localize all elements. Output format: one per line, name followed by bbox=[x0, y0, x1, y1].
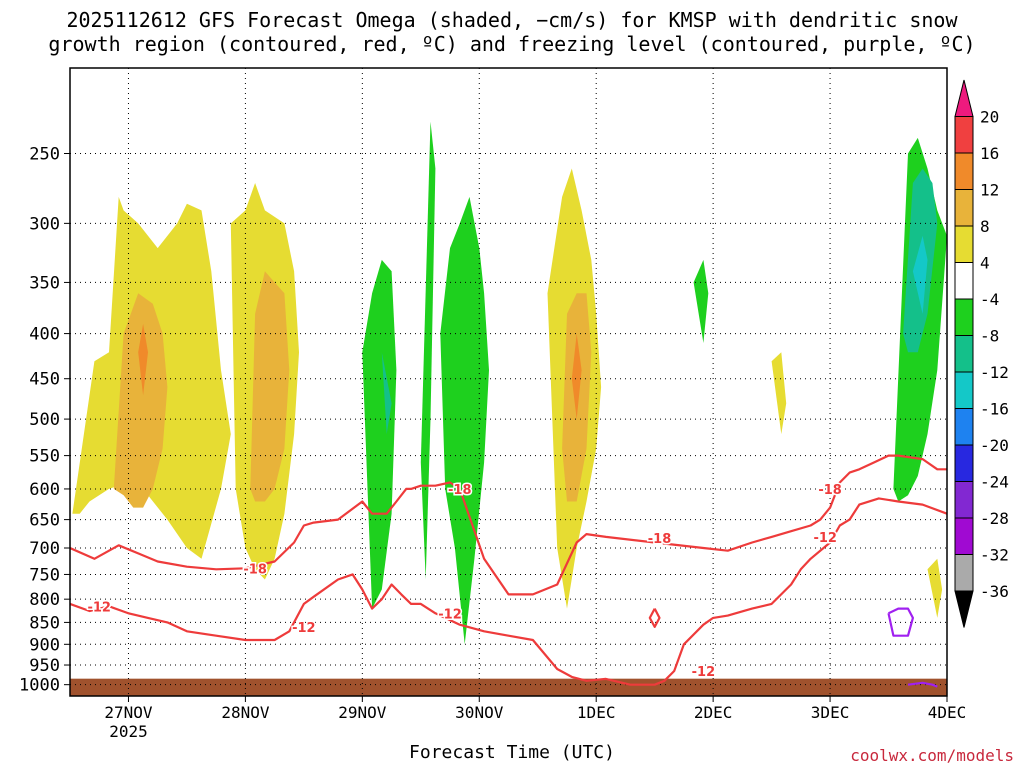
dgz-contour-line bbox=[648, 608, 661, 629]
x-tick-label: 2DEC bbox=[694, 703, 733, 722]
colorbar-bin bbox=[954, 189, 974, 227]
credit-text: coolwx.com/models bbox=[850, 746, 1014, 765]
omega-shaded-region bbox=[927, 558, 943, 618]
colorbar: 20 16 12 8 4 -4 -8 -12 -16 -20 -24 -28 -32 -36 bbox=[954, 79, 1009, 628]
y-tick-label: 700 bbox=[29, 539, 60, 559]
omega-shaded-region bbox=[571, 333, 582, 420]
colorbar-bin bbox=[954, 554, 974, 592]
plot-area: -18 -18 -18 -18 -12 -12 -12 -12 -12 250 300 350 400 4… bbox=[19, 67, 967, 741]
colorbar-bin bbox=[954, 298, 974, 336]
omega-shaded-region bbox=[113, 293, 168, 508]
colorbar-bin bbox=[954, 371, 974, 409]
colorbar-tick-label: -8 bbox=[980, 327, 999, 346]
ground-surface bbox=[70, 678, 947, 696]
y-tick-label: 550 bbox=[29, 447, 60, 467]
colorbar-tick-label: 12 bbox=[980, 181, 999, 200]
colorbar-bin bbox=[954, 481, 974, 519]
contour-label: -12 bbox=[692, 665, 716, 680]
chart-title-line-1: 2025112612 GFS Forecast Omega (shaded, −… bbox=[66, 8, 958, 32]
colorbar-tick-label: -36 bbox=[980, 582, 1009, 601]
colorbar-tick-label: -12 bbox=[980, 363, 1009, 382]
colorbar-tick-label: -20 bbox=[980, 436, 1009, 455]
colorbar-bin bbox=[954, 335, 974, 373]
y-tick-label: 850 bbox=[29, 613, 60, 633]
y-tick-label: 350 bbox=[29, 273, 60, 293]
y-tick-label: 1000 bbox=[19, 676, 60, 696]
colorbar-tick-label: 20 bbox=[980, 108, 999, 127]
omega-shaded-region bbox=[381, 352, 392, 435]
x-tick-label: 30NOV bbox=[455, 703, 504, 722]
colorbar-triangle-bottom bbox=[954, 590, 974, 628]
contour-label: -12 bbox=[438, 607, 462, 622]
colorbar-bin bbox=[954, 116, 974, 154]
chart-title-line-2: growth region (contoured, red, ºC) and f… bbox=[48, 32, 976, 56]
colorbar-tick-label: -24 bbox=[980, 473, 1009, 492]
contour-label: -12 bbox=[813, 531, 837, 546]
colorbar-triangle-top bbox=[954, 79, 974, 117]
colorbar-tick-label: -28 bbox=[980, 509, 1009, 528]
contour-label: -12 bbox=[87, 600, 111, 615]
omega-shaded-region bbox=[420, 121, 436, 580]
x-tick-label: 27NOV bbox=[104, 703, 153, 722]
colorbar-tick-label: 8 bbox=[980, 217, 990, 236]
y-tick-label: 950 bbox=[29, 656, 60, 676]
contour-label: -18 bbox=[448, 483, 472, 498]
y-tick-label: 300 bbox=[29, 214, 60, 234]
y-tick-label: 750 bbox=[29, 565, 60, 585]
x-tick-label: 1DEC bbox=[577, 703, 616, 722]
freezing-level-contour bbox=[907, 681, 938, 688]
y-tick-label: 400 bbox=[29, 325, 60, 345]
colorbar-tick-label: -4 bbox=[980, 290, 999, 309]
colorbar-bin bbox=[954, 262, 974, 300]
y-tick-label: 800 bbox=[29, 590, 60, 610]
contour-label: -12 bbox=[292, 621, 316, 636]
x-axis-label: Forecast Time (UTC) bbox=[409, 742, 615, 763]
colorbar-bin bbox=[954, 152, 974, 190]
x-tick-label: 28NOV bbox=[221, 703, 270, 722]
colorbar-tick-label: -32 bbox=[980, 546, 1009, 565]
dgz-contour-line bbox=[70, 454, 947, 596]
colorbar-bin bbox=[954, 444, 974, 482]
colorbar-tick-label: 16 bbox=[980, 144, 999, 163]
colorbar-bin bbox=[954, 225, 974, 263]
omega-shaded-region bbox=[771, 352, 787, 435]
plot-frame bbox=[69, 67, 948, 697]
y-tick-label: 500 bbox=[29, 410, 60, 430]
y-tick-label: 450 bbox=[29, 370, 60, 390]
y-tick-label: 600 bbox=[29, 480, 60, 500]
omega-shaded-region bbox=[912, 235, 928, 314]
omega-shaded-region bbox=[440, 196, 489, 645]
x-tick-label: 4DEC bbox=[928, 703, 967, 722]
colorbar-bin bbox=[954, 408, 974, 446]
omega-shaded-region bbox=[250, 271, 290, 502]
omega-shaded-region bbox=[362, 259, 397, 609]
omega-shaded-region bbox=[693, 259, 709, 343]
omega-shaded-region bbox=[138, 323, 148, 396]
contour-label: -18 bbox=[648, 532, 672, 547]
x-tick-label: 3DEC bbox=[811, 703, 850, 722]
freezing-level-contour bbox=[887, 607, 915, 637]
colorbar-tick-label: 4 bbox=[980, 254, 990, 273]
contour-label: -18 bbox=[243, 562, 267, 577]
colorbar-tick-label: -16 bbox=[980, 400, 1009, 419]
x-tick-sublabel: 2025 bbox=[109, 722, 148, 741]
y-tick-label: 650 bbox=[29, 511, 60, 531]
y-tick-label: 900 bbox=[29, 635, 60, 655]
dgz-contour-line bbox=[70, 497, 947, 686]
contour-label: -18 bbox=[818, 483, 842, 498]
colorbar-bin bbox=[954, 517, 974, 555]
y-tick-label: 250 bbox=[29, 144, 60, 164]
x-tick-label: 29NOV bbox=[338, 703, 387, 722]
